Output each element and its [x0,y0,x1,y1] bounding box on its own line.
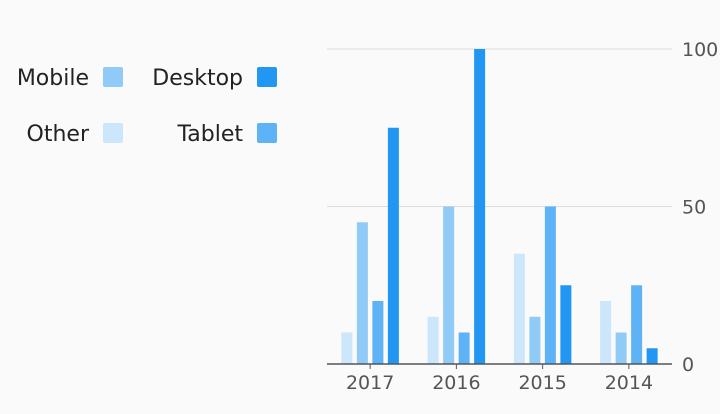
bar-desktop-2014 [646,348,658,364]
legend-item-desktop: Desktop [152,66,277,91]
legend-label: Other [27,122,90,147]
x-tick-label: 2016 [432,372,480,394]
bar-mobile-2017 [356,222,368,364]
bar-other-2017 [341,332,353,364]
bar-other-2015 [513,253,525,364]
bar-desktop-2017 [387,127,399,364]
bar-tablet-2014 [631,285,643,364]
y-tick-label: 50 [682,197,706,219]
x-tick-label: 2014 [605,372,653,394]
legend-item-other: Other [27,122,123,147]
bar-tablet-2017 [372,301,384,364]
x-tick-label: 2015 [518,372,566,394]
legend-item-tablet: Tablet [176,122,277,147]
axes: 0 50 100 2017 2016 2015 2014 [327,39,718,394]
legend-item-mobile: Mobile [17,66,123,91]
bar-mobile-2014 [615,332,627,364]
legend-swatch [257,123,277,143]
gridlines [327,48,672,207]
bar-tablet-2015 [544,206,556,364]
legend-label: Tablet [176,122,243,147]
y-tick-label: 0 [682,354,694,376]
bar-mobile-2016 [443,206,455,364]
legend: Mobile Desktop Other Tablet [17,66,277,147]
x-tick-label: 2017 [346,372,394,394]
y-tick-label: 100 [682,39,718,61]
legend-label: Mobile [17,66,89,91]
bar-mobile-2015 [529,316,541,364]
legend-swatch [257,67,277,87]
bar-other-2016 [427,316,439,364]
legend-swatch [103,67,123,87]
bar-desktop-2015 [560,285,572,364]
bar-other-2014 [600,301,612,364]
bar-tablet-2016 [458,332,470,364]
bar-desktop-2016 [474,49,486,364]
legend-label: Desktop [152,66,243,91]
legend-swatch [103,123,123,143]
bars [341,49,658,364]
